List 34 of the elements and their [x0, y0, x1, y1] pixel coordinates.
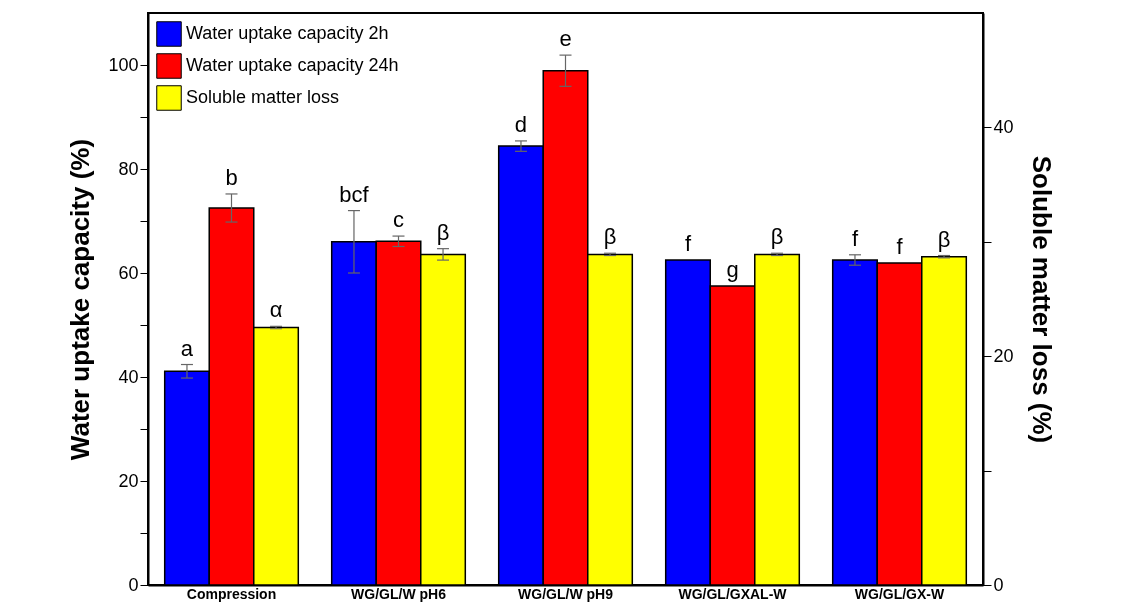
- data-label: c: [393, 207, 404, 233]
- data-label: a: [180, 335, 194, 361]
- data-label: α: [269, 297, 283, 323]
- data-label: f: [896, 234, 904, 260]
- data-label: e: [559, 26, 572, 52]
- data-label: β: [436, 219, 450, 245]
- data-label: b: [225, 164, 238, 190]
- y-axis-title: Water uptake capacity (%): [65, 138, 96, 461]
- x-tick-label: Compression: [186, 585, 277, 602]
- data-label: β: [603, 224, 617, 250]
- x-tick-label: WG/GL/GX-W: [854, 585, 945, 602]
- x-tick-label: WG/GL/GXAL-W: [678, 585, 788, 602]
- x-tick-label: WG/GL/W pH9: [518, 585, 614, 602]
- y2-tick-label: 20: [993, 345, 1014, 366]
- y2-axis-title: Soluble matter loss (%): [1026, 155, 1057, 444]
- y-tick-label: 0: [128, 574, 139, 595]
- y-tick-label: 80: [118, 158, 139, 179]
- data-label: f: [684, 231, 692, 256]
- y-tick-label: 40: [118, 366, 139, 387]
- data-label: β: [937, 226, 951, 252]
- legend-label: Water uptake capacity 24h: [186, 55, 399, 75]
- y-tick-label: 100: [108, 54, 139, 75]
- data-label: g: [726, 257, 739, 282]
- data-label: β: [770, 224, 784, 250]
- data-label: f: [851, 225, 859, 251]
- y2-tick-label: 0: [993, 574, 1004, 595]
- y2-tick-label: 40: [993, 116, 1014, 137]
- legend-label: Soluble matter loss: [186, 87, 340, 107]
- y-tick-label: 20: [118, 470, 139, 491]
- data-label: d: [514, 111, 528, 137]
- data-label: bcf: [339, 181, 370, 207]
- x-tick-label: WG/GL/W pH6: [351, 585, 447, 602]
- y-tick-label: 60: [118, 262, 139, 283]
- legend-label: Water uptake capacity 2h: [186, 23, 389, 43]
